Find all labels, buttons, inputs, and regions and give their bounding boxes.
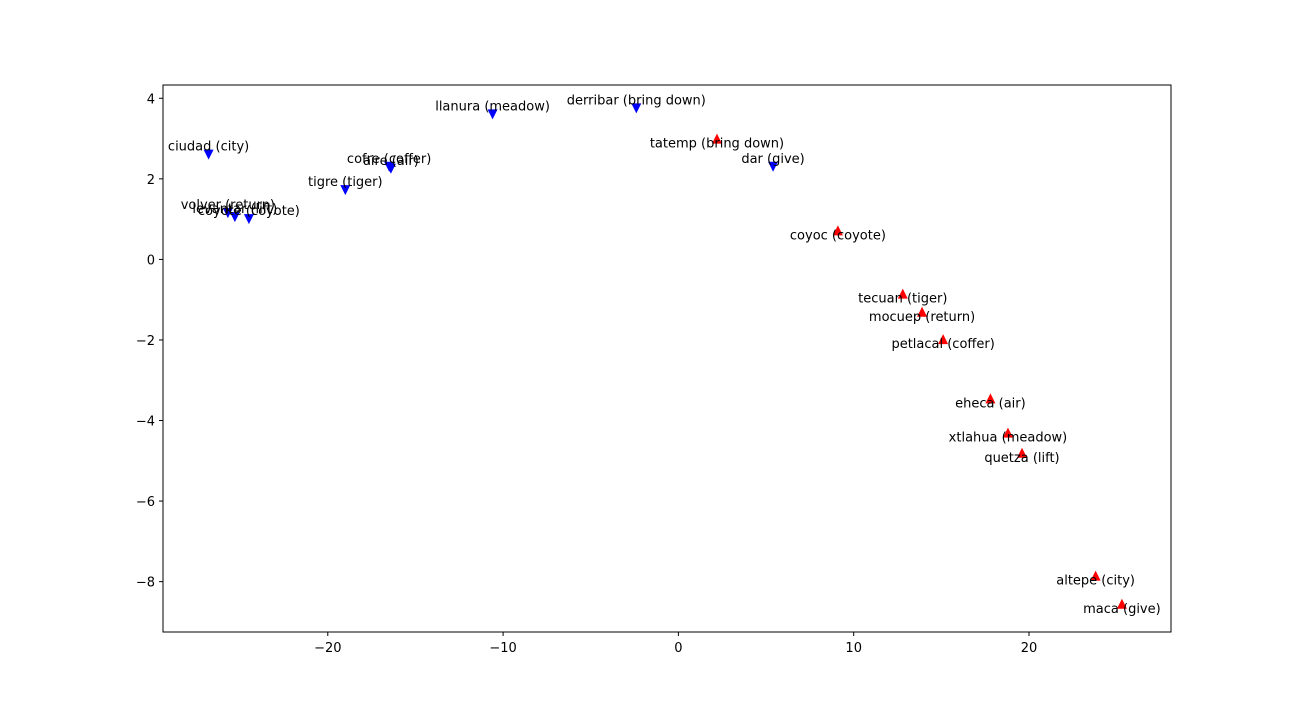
x-tick-label: −20 xyxy=(314,641,341,656)
point-label: levantar (lift) xyxy=(192,202,277,217)
point-marker-spanish xyxy=(487,109,498,120)
point-label: llanura (meadow) xyxy=(435,99,550,114)
point-label: ciudad (city) xyxy=(168,140,249,155)
point-label: petlacal (coffer) xyxy=(891,337,994,352)
point-marker-spanish xyxy=(229,212,240,223)
y-tick-label: −2 xyxy=(136,334,155,349)
y-tick-label: −8 xyxy=(136,576,155,591)
point-marker-nahuatl xyxy=(938,334,949,345)
x-axis: −20 −10 0 10 20 xyxy=(314,632,1037,656)
point-label: eheca (air) xyxy=(955,396,1026,411)
point-marker-nahuatl xyxy=(917,306,928,317)
point-marker-nahuatl xyxy=(1002,427,1013,438)
point-label: derribar (bring down) xyxy=(567,93,706,108)
point-marker-spanish xyxy=(768,161,779,172)
point-marker-nahuatl xyxy=(711,133,722,144)
point-marker-spanish xyxy=(631,103,642,114)
point-label: coyote (coyote) xyxy=(198,204,300,219)
point-marker-nahuatl xyxy=(897,288,908,299)
point-marker-spanish xyxy=(222,208,233,219)
point-marker-spanish xyxy=(243,214,254,225)
point-label: coyoc (coyote) xyxy=(790,228,886,243)
point-marker-spanish xyxy=(203,149,214,160)
point-label: tatemp (bring down) xyxy=(650,137,784,152)
x-tick-label: 0 xyxy=(674,641,682,656)
y-tick-label: 4 xyxy=(147,92,155,107)
point-label: dar (give) xyxy=(741,152,804,167)
y-tick-label: −4 xyxy=(136,415,155,430)
point-marker-nahuatl xyxy=(1116,598,1127,609)
point-label: xtlahua (meadow) xyxy=(949,431,1068,446)
x-tick-label: 10 xyxy=(845,641,862,656)
point-label: aire (air) xyxy=(363,154,419,169)
point-label: tigre (tiger) xyxy=(308,175,383,190)
point-label: mocuep (return) xyxy=(869,310,975,325)
plot-frame xyxy=(162,84,1172,633)
point-label: cofre (coffer) xyxy=(347,152,431,167)
y-tick-label: 0 xyxy=(147,253,155,268)
point-marker-nahuatl xyxy=(1090,570,1101,581)
y-tick-label: 2 xyxy=(147,173,155,188)
chart-marks: ciudad (city) llanura (meadow) derribar (b… xyxy=(168,93,1161,616)
y-tick-label: −6 xyxy=(136,495,155,510)
point-marker-spanish xyxy=(385,163,396,174)
point-marker-spanish xyxy=(340,185,351,196)
point-label: maca (give) xyxy=(1083,602,1161,617)
point-label: quetza (lift) xyxy=(984,451,1059,466)
point-marker-nahuatl xyxy=(1016,447,1027,458)
x-tick-label: 20 xyxy=(1021,641,1038,656)
point-label: volver (return) xyxy=(181,198,275,213)
point-marker-nahuatl xyxy=(832,225,843,236)
y-axis: 4 2 0 −2 −4 −6 −8 xyxy=(136,92,163,591)
point-label: tecuan (tiger) xyxy=(858,292,947,307)
x-tick-label: −10 xyxy=(489,641,516,656)
point-marker-nahuatl xyxy=(985,393,996,404)
point-label: altepe (city) xyxy=(1056,574,1135,589)
